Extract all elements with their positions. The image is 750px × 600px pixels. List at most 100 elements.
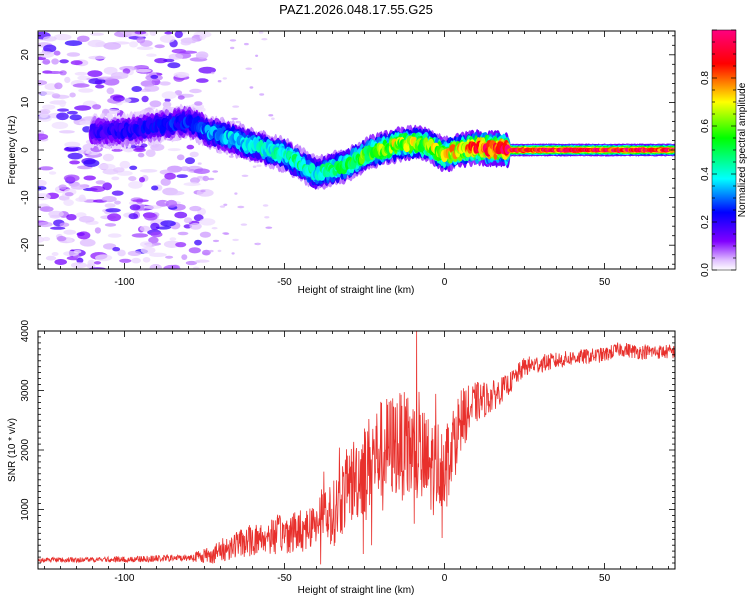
spectrogram-noise-blob xyxy=(173,71,190,78)
spectrogram-noise-blob xyxy=(149,252,167,257)
spectrogram-noise-blob xyxy=(59,222,70,227)
spectrogram-noise-blob xyxy=(38,166,54,171)
spectrogram-noise-blob xyxy=(64,40,83,46)
spectrogram-noise-blob xyxy=(228,155,234,158)
spectrogram-noise-blob xyxy=(104,203,116,209)
spectrogram-noise-blob xyxy=(237,205,245,209)
spectrogram-noise-blob xyxy=(38,113,52,122)
spectrogram-noise-blob xyxy=(70,60,83,66)
spectrogram-noise-blob xyxy=(210,71,215,75)
spectrogram-noise-blob xyxy=(159,81,171,86)
spectrogram-noise-blob xyxy=(175,242,187,248)
spectrogram-noise-blob xyxy=(70,262,87,269)
spectrogram-y-tick-label: 0 xyxy=(20,147,31,153)
spectrogram-noise-blob xyxy=(189,222,202,230)
spectrogram-noise-blob xyxy=(232,238,239,242)
spectrogram-y-axis-label: Frequency (Hz) xyxy=(7,116,18,185)
snr-panel: -100 -50 0 50 1000 2000 3000 4000 Height of st… xyxy=(7,319,676,596)
spectrogram-noise-blob xyxy=(212,239,220,243)
spectrogram-noise-blob xyxy=(95,84,105,89)
spectrogram-noise-blob xyxy=(66,110,78,115)
spectrogram-noise-blob xyxy=(38,236,45,243)
spectrogram-noise-blob xyxy=(102,153,114,162)
spectrogram-noise-blob xyxy=(38,179,47,187)
spectrogram-noise-blob xyxy=(89,185,106,193)
spectrogram-noise-blob xyxy=(83,175,96,181)
spectrogram-noise-blob xyxy=(51,252,59,256)
spectrogram-noise-blob xyxy=(265,226,273,229)
spectrogram-noise-blob xyxy=(111,176,120,181)
spectrogram-noise-blob xyxy=(177,95,185,100)
spectrogram-noise-blob xyxy=(59,70,67,76)
spectrogram-noise-blob xyxy=(196,78,209,83)
spectrogram-noise-blob xyxy=(63,199,74,207)
spectrogram-noise-blob xyxy=(256,242,260,246)
spectrogram-noise-blob xyxy=(199,218,216,226)
spectrogram-noise-blob xyxy=(164,98,171,102)
spectrogram-noise-blob xyxy=(63,174,80,182)
snr-x-tick-label: 50 xyxy=(599,573,611,584)
colorbar-ticks: 0.0 0.2 0.4 0.6 0.8 xyxy=(700,29,736,277)
spectrogram-noise-blob xyxy=(262,204,269,207)
spectrogram-noise-blob xyxy=(149,31,157,36)
spectrogram-noise-blob xyxy=(110,72,129,80)
spectrogram-noise-blob xyxy=(271,117,275,120)
spectrogram-noise-blob xyxy=(90,32,104,36)
spectrogram-noise-blob xyxy=(132,199,149,203)
spectrogram-x-axis-label: Height of straight line (km) xyxy=(298,285,415,296)
spectrogram-noise-blob xyxy=(66,52,81,57)
spectrogram-noise-blob xyxy=(59,99,66,108)
spectrogram-noise-blob xyxy=(200,189,206,193)
spectrogram-noise-blob xyxy=(186,144,195,150)
spectrogram-noise-blob xyxy=(150,74,159,79)
spectrogram-noise-blob xyxy=(77,231,91,240)
spectrogram-noise-blob xyxy=(43,36,57,42)
spectrogram-noise-blob xyxy=(42,104,56,110)
spectrogram-noise-blob xyxy=(38,91,55,96)
spectrogram-noise-blob xyxy=(231,117,239,121)
spectrogram-noise-blob xyxy=(74,71,88,76)
spectrogram-noise-blob xyxy=(69,114,82,121)
spectrogram-noise-blob xyxy=(48,210,64,218)
spectrogram-noise-blob xyxy=(223,203,228,206)
spectrogram-noise-blob xyxy=(217,249,222,253)
spectrogram-noise-blob xyxy=(150,143,165,151)
spectrogram-noise-blob xyxy=(165,199,178,208)
spectrogram-noise-blob xyxy=(183,182,201,187)
spectrogram-noise-blob xyxy=(136,46,154,50)
spectrogram-noise-blob xyxy=(195,260,201,263)
spectrogram-noise-blob xyxy=(73,249,82,254)
spectrogram-noise-blob xyxy=(88,55,106,60)
spectrogram-x-tick-label: -50 xyxy=(277,277,292,288)
spectrogram-noise-blob xyxy=(136,37,146,44)
spectrogram-noise-blob xyxy=(38,51,55,58)
spectrogram-noise-blob xyxy=(185,260,198,266)
spectrogram-noise-blob xyxy=(78,194,86,202)
spectrogram-noise-blob xyxy=(72,83,90,88)
spectrogram-noise-blob xyxy=(105,208,121,213)
snr-x-tick-label: -50 xyxy=(277,573,292,584)
spectrogram-noise-blob xyxy=(165,255,174,259)
spectrogram-noise-blob xyxy=(255,54,259,57)
spectrogram-y-tick-label: 10 xyxy=(20,96,31,108)
spectrogram-noise-blob xyxy=(264,216,270,219)
spectrogram-noise-blob xyxy=(189,205,202,212)
spectrogram-noise-blob xyxy=(140,246,156,254)
spectrogram-noise-blob xyxy=(54,82,63,90)
spectrogram-noise-blob xyxy=(66,237,73,243)
spectrogram-noise-blob xyxy=(104,223,117,227)
colorbar-tick-label: 0.2 xyxy=(700,215,711,229)
colorbar-gradient xyxy=(711,29,737,271)
spectrogram-noise-blob xyxy=(163,240,180,248)
spectrogram-noise-blob xyxy=(139,225,151,232)
spectrogram-noise-blob xyxy=(240,223,248,226)
spectrogram-noise-blob xyxy=(111,190,124,196)
spectrogram-noise-blob xyxy=(149,264,162,269)
spectrogram-noise-blob xyxy=(129,204,141,211)
spectrogram-noise-blob xyxy=(199,231,211,238)
figure-title: PAZ1.2026.048.17.55.G25 xyxy=(279,2,433,17)
spectrogram-noise-blob xyxy=(160,178,171,186)
spectrogram-noise-blob xyxy=(87,39,106,48)
spectrogram-noise-blob xyxy=(207,177,215,181)
spectrogram-noise-blob xyxy=(209,249,214,253)
